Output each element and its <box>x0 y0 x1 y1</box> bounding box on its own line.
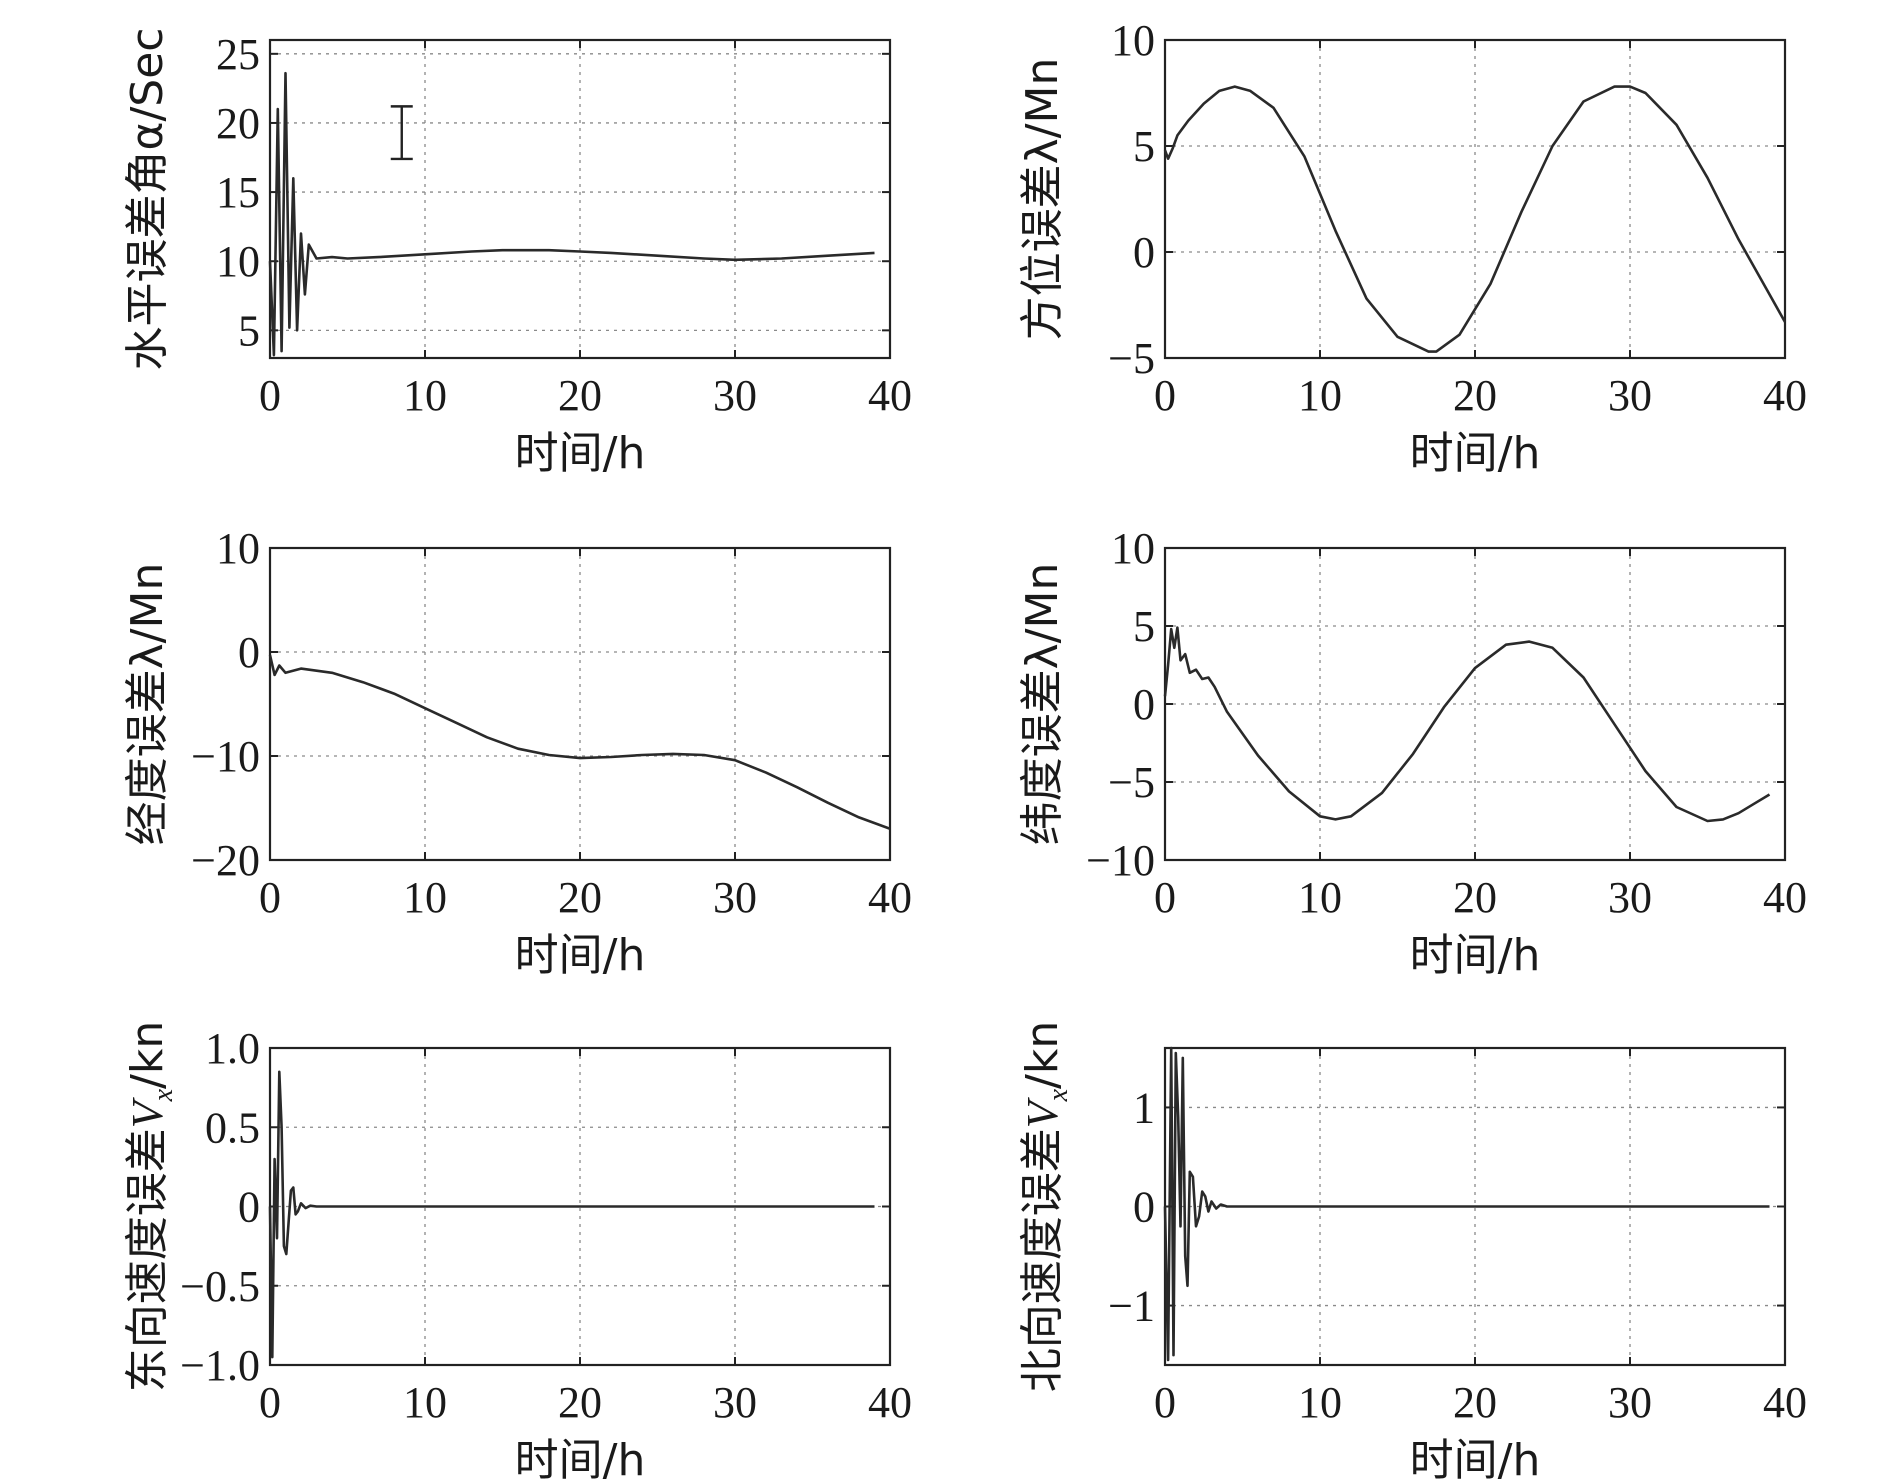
panel-north-velocity-error: 0 10 20 30 40 −1 0 1 时间/h 北向速度误差Vx/kn <box>1017 1021 1807 1483</box>
x-tick-label: 30 <box>713 371 757 420</box>
x-tick-label: 10 <box>1298 371 1342 420</box>
x-tick-label: 20 <box>1453 873 1497 922</box>
x-tick-label: 10 <box>403 371 447 420</box>
x-tick-label: 10 <box>403 1378 447 1427</box>
x-axis-label: 时间/h <box>515 428 646 479</box>
x-tick-label: 0 <box>1154 873 1176 922</box>
y-tick-label: −0.5 <box>180 1262 260 1311</box>
x-tick-label: 10 <box>1298 873 1342 922</box>
x-tick-label: 20 <box>558 371 602 420</box>
y-axis-label: 东向速度误差Vx/kn <box>122 1021 179 1393</box>
x-tick-label: 40 <box>1763 873 1807 922</box>
y-tick-label: 0 <box>1133 680 1155 729</box>
y-tick-label: 5 <box>238 306 260 355</box>
y-tick-label: 5 <box>1133 602 1155 651</box>
y-tick-label: 10 <box>1111 524 1155 573</box>
y-tick-label: 20 <box>216 99 260 148</box>
x-tick-label: 30 <box>1608 371 1652 420</box>
panel-longitude-error: 0 10 20 30 40 −20 −10 0 10 时间/h 经度误差λ/Mn <box>122 524 912 981</box>
y-tick-label: −10 <box>1086 836 1155 885</box>
x-tick-label: 30 <box>1608 873 1652 922</box>
x-tick-label: 20 <box>558 873 602 922</box>
series-line <box>268 654 891 831</box>
y-tick-label: −5 <box>1108 758 1155 807</box>
y-tick-label: 0 <box>1133 1183 1155 1232</box>
y-tick-label: −1.0 <box>180 1341 260 1390</box>
y-tick-label: 5 <box>1133 122 1155 171</box>
y-tick-label: 10 <box>216 237 260 286</box>
range-marker <box>390 105 413 161</box>
x-axis-label: 时间/h <box>1410 1435 1541 1483</box>
x-tick-label: 40 <box>868 371 912 420</box>
x-axis-label: 时间/h <box>1410 930 1541 981</box>
y-tick-label: −10 <box>191 732 260 781</box>
y-axis-label: 水平误差角α/Sec <box>122 27 173 370</box>
panel-horizontal-error: 0 10 20 30 40 5 10 15 20 25 时间/h 水平误差角α/Sec <box>122 27 912 479</box>
x-tick-label: 0 <box>259 873 281 922</box>
y-tick-label: 10 <box>216 524 260 573</box>
y-tick-label: 1 <box>1133 1083 1155 1132</box>
panel-latitude-error: 0 10 20 30 40 −10 −5 0 5 10 时间/h 纬度误差λ/Mn <box>1017 524 1807 981</box>
x-tick-label: 40 <box>868 873 912 922</box>
x-tick-label: 30 <box>1608 1378 1652 1427</box>
x-tick-label: 0 <box>259 371 281 420</box>
x-tick-label: 20 <box>1453 1378 1497 1427</box>
y-axis-label: 纬度误差λ/Mn <box>1017 563 1068 846</box>
y-tick-label: 0 <box>238 628 260 677</box>
y-tick-label: −5 <box>1108 334 1155 383</box>
y-tick-label: 0.5 <box>205 1103 260 1152</box>
x-tick-label: 10 <box>403 873 447 922</box>
x-tick-label: 40 <box>1763 371 1807 420</box>
x-tick-label: 30 <box>713 1378 757 1427</box>
x-axis-label: 时间/h <box>515 930 646 981</box>
y-tick-label: 0 <box>1133 228 1155 277</box>
x-tick-label: 0 <box>1154 371 1176 420</box>
y-tick-label: −20 <box>191 836 260 885</box>
series-line <box>1163 85 1787 353</box>
x-tick-label: 40 <box>868 1378 912 1427</box>
y-tick-label: 25 <box>216 30 260 79</box>
y-axis-label: 北向速度误差Vx/kn <box>1017 1021 1074 1393</box>
y-tick-label: 10 <box>1111 16 1155 65</box>
x-tick-label: 0 <box>1154 1378 1176 1427</box>
x-axis-label: 时间/h <box>515 1435 646 1483</box>
y-tick-label: 0 <box>238 1183 260 1232</box>
series-line <box>268 1070 875 1359</box>
x-tick-label: 30 <box>713 873 757 922</box>
y-tick-label: 1.0 <box>205 1024 260 1073</box>
x-tick-label: 20 <box>1453 371 1497 420</box>
series-line <box>1163 1046 1770 1362</box>
y-tick-label: −1 <box>1108 1282 1155 1331</box>
y-axis-label: 方位误差λ/Mn <box>1017 58 1068 341</box>
panel-east-velocity-error: 0 10 20 30 40 −1.0 −0.5 0 0.5 1.0 时间/h 东向速度误差Vx/kn <box>122 1021 912 1483</box>
x-tick-label: 20 <box>558 1378 602 1427</box>
x-tick-label: 40 <box>1763 1378 1807 1427</box>
x-axis-label: 时间/h <box>1410 428 1541 479</box>
x-tick-label: 0 <box>259 1378 281 1427</box>
series-line <box>268 71 875 357</box>
y-axis-label: 经度误差λ/Mn <box>122 563 173 846</box>
x-tick-label: 10 <box>1298 1378 1342 1427</box>
series-line <box>1163 626 1771 823</box>
y-tick-label: 15 <box>216 168 260 217</box>
